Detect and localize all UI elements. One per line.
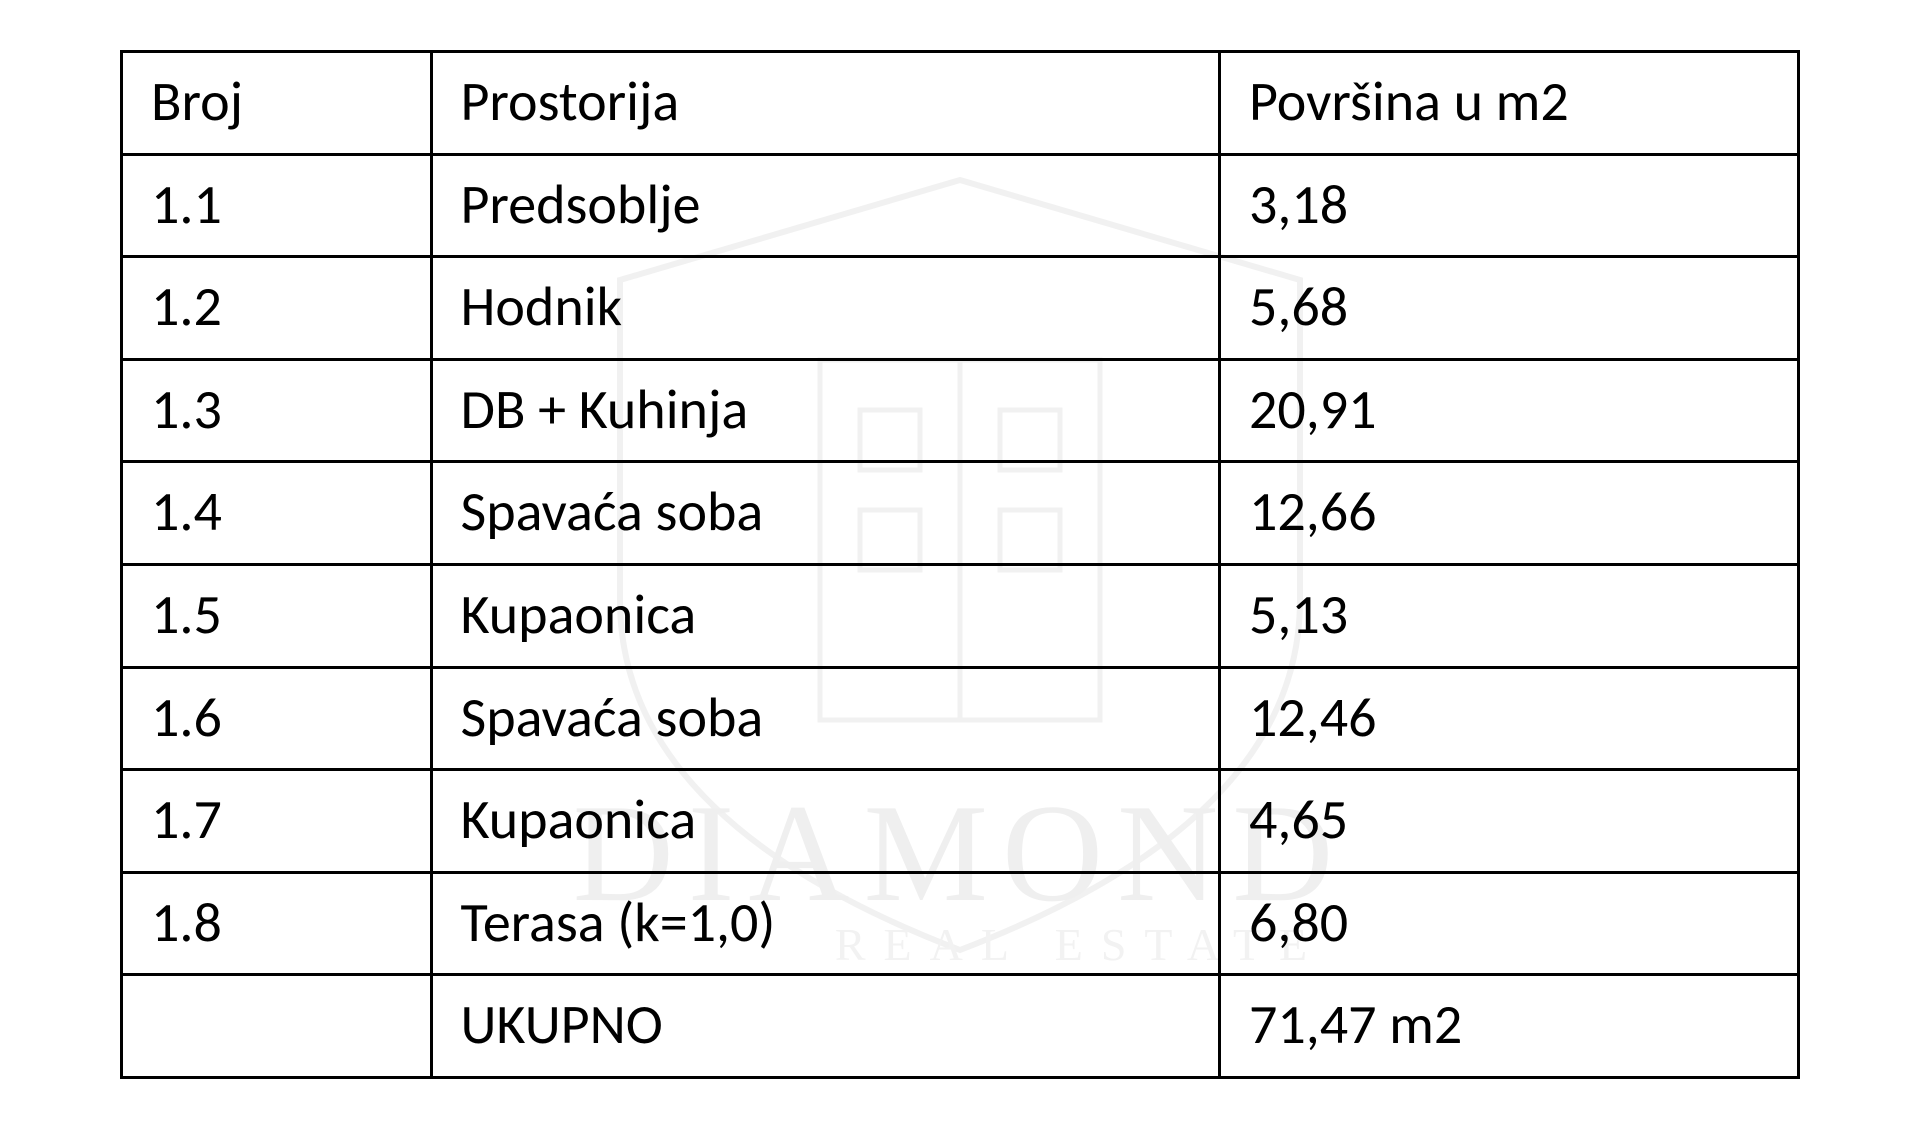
cell-povrsina: 20,91 xyxy=(1219,359,1798,462)
cell-povrsina: 6,80 xyxy=(1219,872,1798,975)
cell-povrsina: 5,68 xyxy=(1219,257,1798,360)
rooms-table: Broj Prostorija Površina u m2 1.1 Predso… xyxy=(120,50,1800,1079)
table-row: 1.1 Predsoblje 3,18 xyxy=(122,154,1799,257)
table-row: 1.3 DB + Kuhinja 20,91 xyxy=(122,359,1799,462)
table-row: 1.7 Kupaonica 4,65 xyxy=(122,770,1799,873)
cell-prostorija: Predsoblje xyxy=(431,154,1219,257)
cell-povrsina: 4,65 xyxy=(1219,770,1798,873)
cell-broj: 1.4 xyxy=(122,462,432,565)
cell-total-broj xyxy=(122,975,432,1078)
cell-povrsina: 12,46 xyxy=(1219,667,1798,770)
cell-broj: 1.6 xyxy=(122,667,432,770)
table-row: 1.5 Kupaonica 5,13 xyxy=(122,564,1799,667)
cell-povrsina: 5,13 xyxy=(1219,564,1798,667)
cell-prostorija: Kupaonica xyxy=(431,564,1219,667)
col-header-povrsina: Površina u m2 xyxy=(1219,52,1798,155)
table-row: 1.8 Terasa (k=1,0) 6,80 xyxy=(122,872,1799,975)
cell-povrsina: 3,18 xyxy=(1219,154,1798,257)
cell-prostorija: Hodnik xyxy=(431,257,1219,360)
cell-broj: 1.8 xyxy=(122,872,432,975)
col-header-broj: Broj xyxy=(122,52,432,155)
cell-total-label: UKUPNO xyxy=(431,975,1219,1078)
cell-broj: 1.5 xyxy=(122,564,432,667)
cell-broj: 1.2 xyxy=(122,257,432,360)
cell-total-value: 71,47 m2 xyxy=(1219,975,1798,1078)
cell-prostorija: DB + Kuhinja xyxy=(431,359,1219,462)
col-header-prostorija: Prostorija xyxy=(431,52,1219,155)
table-row: 1.4 Spavaća soba 12,66 xyxy=(122,462,1799,565)
cell-broj: 1.1 xyxy=(122,154,432,257)
table-total-row: UKUPNO 71,47 m2 xyxy=(122,975,1799,1078)
cell-povrsina: 12,66 xyxy=(1219,462,1798,565)
table-header-row: Broj Prostorija Površina u m2 xyxy=(122,52,1799,155)
cell-prostorija: Kupaonica xyxy=(431,770,1219,873)
page: Broj Prostorija Površina u m2 1.1 Predso… xyxy=(0,0,1920,1129)
cell-prostorija: Spavaća soba xyxy=(431,667,1219,770)
cell-prostorija: Terasa (k=1,0) xyxy=(431,872,1219,975)
cell-prostorija: Spavaća soba xyxy=(431,462,1219,565)
cell-broj: 1.3 xyxy=(122,359,432,462)
table-row: 1.6 Spavaća soba 12,46 xyxy=(122,667,1799,770)
cell-broj: 1.7 xyxy=(122,770,432,873)
table-row: 1.2 Hodnik 5,68 xyxy=(122,257,1799,360)
